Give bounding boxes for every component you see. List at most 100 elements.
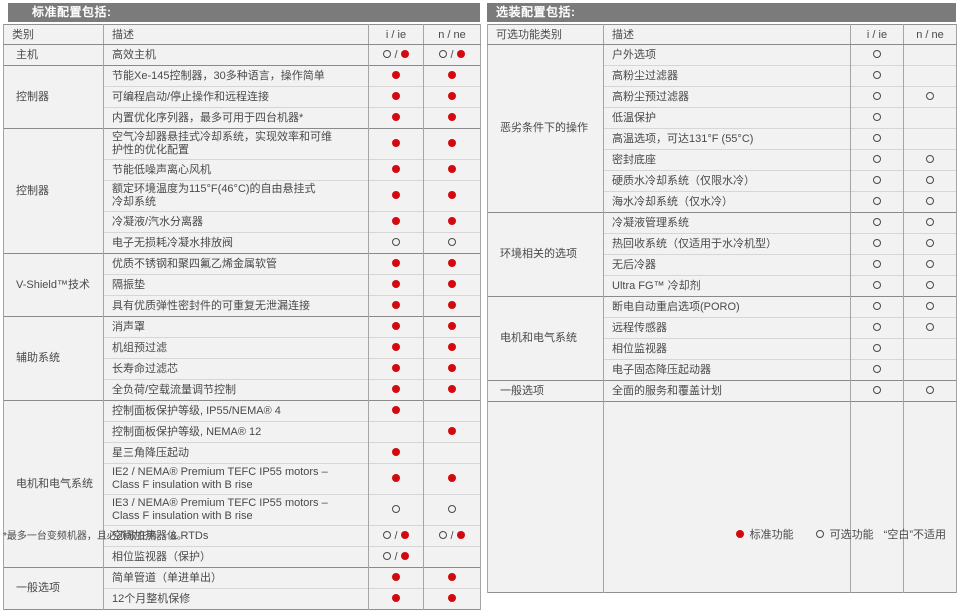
- column-header-col2: n / ne: [903, 24, 957, 45]
- value-cell-n-ne: [423, 65, 481, 87]
- standard-feature-dot-icon: [448, 474, 456, 483]
- slash-separator: /: [394, 550, 398, 563]
- optional-feature-circle-icon: [439, 531, 448, 540]
- description-cell: 高粉尘过滤器: [603, 65, 851, 87]
- description-cell: 具有优质弹性密封件的可重复无泄漏连接: [103, 295, 369, 317]
- table-row: IE3 / NEMA® Premium TEFC IP55 motors – C…: [4, 494, 481, 526]
- value-cell-n-ne: [903, 317, 957, 339]
- description-cell: 可编程启动/停止操作和远程连接: [103, 86, 369, 108]
- column-header-col1: i / ie: [368, 24, 424, 45]
- optional-feature-circle-icon: [815, 529, 824, 538]
- standard-feature-dot-icon: [400, 531, 409, 540]
- category-cell: 一般选项: [3, 567, 104, 610]
- description-cell: 空间加热器 & RTDs: [103, 525, 369, 547]
- value-cell-n-ne: [423, 442, 481, 464]
- optional-feature-circle-icon: [926, 323, 934, 332]
- value-cell-i-ie: [850, 170, 904, 192]
- value-cell-i-ie: [368, 379, 424, 401]
- value-cell-i-ie: [850, 128, 904, 150]
- category-cell: 电机和电气系统: [3, 400, 104, 568]
- value-cell-i-ie: [850, 338, 904, 360]
- description-cell: 内置优化序列器，最多可用于四台机器*: [103, 107, 369, 129]
- table-row: 无后冷器: [488, 254, 957, 276]
- description-cell: 电子固态降压起动器: [603, 359, 851, 381]
- standard-feature-dot-icon: [448, 259, 456, 268]
- description-cell: 硬质水冷却系统（仅限水冷）: [603, 170, 851, 192]
- header-row: 类别 描述 i / ie n / ne: [3, 24, 481, 45]
- value-cell-n-ne: [423, 295, 481, 317]
- column-header-description: 描述: [603, 24, 851, 45]
- optional-feature-circle-icon: [926, 197, 934, 206]
- value-cell-n-ne: [903, 380, 957, 402]
- description-cell: 户外选项: [603, 44, 851, 66]
- column-header-col2: n / ne: [423, 24, 481, 45]
- standard-feature-dot-icon: [392, 139, 400, 148]
- value-cell-n-ne: [903, 338, 957, 360]
- value-cell-i-ie: [850, 233, 904, 255]
- category-cell: 恶劣条件下的操作: [487, 44, 604, 213]
- description-cell: 星三角降压起动: [103, 442, 369, 464]
- description-cell: Ultra FG™ 冷却剂: [603, 275, 851, 297]
- standard-feature-dot-icon: [392, 594, 400, 603]
- table-row: 一般选项 全面的服务和覆盖计划: [487, 380, 957, 402]
- legend-optional-label: 可选功能: [829, 529, 874, 541]
- value-cell-i-ie: /: [368, 525, 424, 547]
- category-cell: 电机和电气系统: [487, 296, 604, 381]
- category-cell: 主机: [3, 44, 104, 66]
- table-row: 热回收系统（仅适用于水冷机型）: [488, 233, 957, 255]
- standard-feature-dot-icon: [392, 92, 400, 101]
- category-cell: 一般选项: [487, 380, 604, 402]
- value-cell-i-ie: [368, 253, 424, 275]
- value-cell-n-ne: [903, 233, 957, 255]
- value-cell-n-ne: [903, 191, 957, 213]
- value-cell-n-ne: [903, 86, 957, 108]
- standard-feature-dot-icon: [400, 50, 409, 59]
- value-cell-n-ne: [423, 180, 481, 212]
- value-cell-i-ie: [368, 494, 424, 526]
- description-cell: 冷凝液/汽水分离器: [103, 211, 369, 233]
- category-cell: V-Shield™技术: [3, 253, 104, 317]
- table-row: IE2 / NEMA® Premium TEFC IP55 motors – C…: [4, 463, 481, 495]
- value-cell-i-ie: [368, 400, 424, 422]
- optional-feature-circle-icon: [392, 505, 400, 514]
- standard-feature-dot-icon: [392, 406, 400, 415]
- standard-feature-dot-icon: [456, 50, 465, 59]
- value-cell-n-ne: [903, 44, 957, 66]
- optional-feature-circle-icon: [873, 281, 881, 290]
- description-cell: 远程传感器: [603, 317, 851, 339]
- table-row: 电子无损耗冷凝水排放阀: [4, 232, 481, 254]
- optional-feature-circle-icon: [873, 218, 881, 227]
- description-cell: 空气冷却器悬挂式冷却系统，实现效率和可维 护性的优化配置: [103, 128, 369, 160]
- value-cell-n-ne: [903, 65, 957, 87]
- description-cell: 热回收系统（仅适用于水冷机型）: [603, 233, 851, 255]
- table-row: 机组预过滤: [4, 337, 481, 359]
- standard-feature-dot-icon: [448, 280, 456, 289]
- slash-separator: /: [394, 48, 398, 61]
- legend-standard-item: 标准功能: [735, 526, 794, 542]
- description-cell: 机组预过滤: [103, 337, 369, 359]
- standard-feature-dot-icon: [448, 364, 456, 373]
- value-cell-i-ie: [850, 275, 904, 297]
- value-cell-i-ie: [368, 442, 424, 464]
- description-cell: 消声罩: [103, 316, 369, 338]
- value-cell-n-ne: /: [423, 525, 481, 547]
- optional-feature-circle-icon: [873, 365, 881, 374]
- standard-feature-dot-icon: [392, 259, 400, 268]
- optional-feature-circle-icon: [873, 176, 881, 185]
- optional-feature-circle-icon: [873, 386, 881, 395]
- standard-feature-dot-icon: [448, 594, 456, 603]
- value-cell-n-ne: [423, 159, 481, 181]
- table-row: V-Shield™技术 优质不锈钢和聚四氟乙烯金属软管: [3, 253, 481, 317]
- optional-feature-circle-icon: [383, 50, 392, 59]
- table-row: 全负荷/空载流量调节控制: [4, 379, 481, 401]
- value-cell-i-ie: /: [368, 546, 424, 568]
- standard-feature-dot-icon: [448, 191, 456, 200]
- description-cell: 相位监视器: [603, 338, 851, 360]
- table-row: 控制器 空气冷却器悬挂式冷却系统，实现效率和可维 护性的优化配置: [3, 128, 481, 254]
- header-row: 可选功能类别 描述 i / ie n / ne: [487, 24, 957, 45]
- description-cell: 额定环境温度为115°F(46°C)的自由悬挂式 冷却系统: [103, 180, 369, 212]
- table-row: 空间加热器 & RTDs / /: [4, 525, 481, 547]
- value-cell-i-ie: [850, 44, 904, 66]
- standard-feature-dot-icon: [448, 322, 456, 331]
- table-row: 海水冷却系统（仅水冷）: [488, 191, 957, 213]
